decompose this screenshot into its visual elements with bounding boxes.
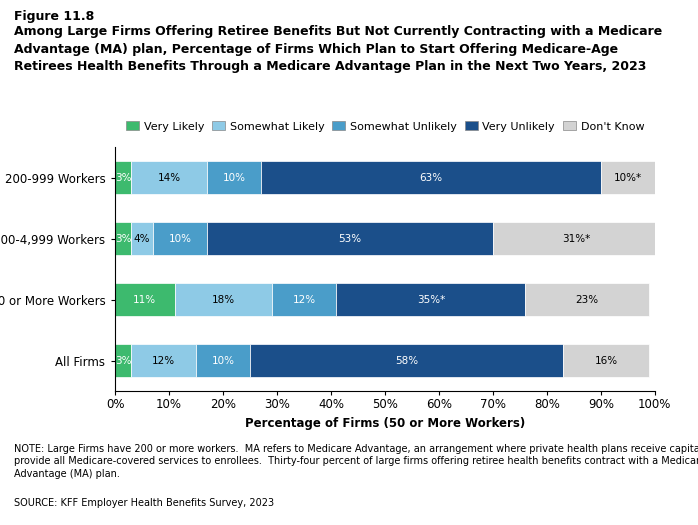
Text: 58%: 58% xyxy=(395,355,418,365)
Text: 4%: 4% xyxy=(134,234,150,244)
Bar xyxy=(153,222,207,255)
Text: 12%: 12% xyxy=(292,295,315,304)
Text: 3%: 3% xyxy=(115,234,131,244)
Text: Among Large Firms Offering Retiree Benefits But Not Currently Contracting with a: Among Large Firms Offering Retiree Benef… xyxy=(14,25,662,73)
Bar xyxy=(174,283,272,317)
Text: 12%: 12% xyxy=(152,355,175,365)
Text: 3%: 3% xyxy=(115,173,131,183)
Text: 10%: 10% xyxy=(223,173,246,183)
Bar xyxy=(115,283,174,317)
Bar xyxy=(115,161,131,194)
Text: 23%: 23% xyxy=(576,295,599,304)
Bar xyxy=(601,161,655,194)
Bar xyxy=(261,161,601,194)
Bar xyxy=(563,344,649,377)
Bar xyxy=(525,283,649,317)
X-axis label: Percentage of Firms (50 or More Workers): Percentage of Firms (50 or More Workers) xyxy=(245,417,525,429)
Text: 53%: 53% xyxy=(339,234,362,244)
Text: 16%: 16% xyxy=(595,355,618,365)
Text: 18%: 18% xyxy=(211,295,235,304)
Text: NOTE: Large Firms have 200 or more workers.  MA refers to Medicare Advantage, an: NOTE: Large Firms have 200 or more worke… xyxy=(14,444,698,479)
Text: 35%*: 35%* xyxy=(417,295,445,304)
Text: 10%: 10% xyxy=(211,355,235,365)
Bar xyxy=(196,344,250,377)
Bar xyxy=(272,283,336,317)
Bar xyxy=(131,222,153,255)
Text: SOURCE: KFF Employer Health Benefits Survey, 2023: SOURCE: KFF Employer Health Benefits Sur… xyxy=(14,498,274,508)
Text: 11%: 11% xyxy=(133,295,156,304)
Bar xyxy=(131,161,207,194)
Text: 63%: 63% xyxy=(419,173,443,183)
Bar xyxy=(115,344,131,377)
Bar xyxy=(131,344,196,377)
Text: 31%*: 31%* xyxy=(563,234,591,244)
Text: 3%: 3% xyxy=(115,355,131,365)
Bar xyxy=(115,222,131,255)
Text: 14%: 14% xyxy=(158,173,181,183)
Text: 10%: 10% xyxy=(168,234,191,244)
Bar xyxy=(493,222,660,255)
Bar xyxy=(207,161,261,194)
Text: Figure 11.8: Figure 11.8 xyxy=(14,10,94,23)
Bar xyxy=(250,344,563,377)
Bar xyxy=(336,283,525,317)
Legend: Very Likely, Somewhat Likely, Somewhat Unlikely, Very Unlikely, Don't Know: Very Likely, Somewhat Likely, Somewhat U… xyxy=(126,121,644,132)
Bar xyxy=(207,222,493,255)
Text: 10%*: 10%* xyxy=(614,173,641,183)
